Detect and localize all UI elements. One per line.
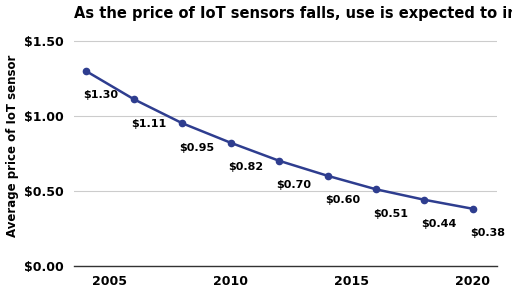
Text: $0.82: $0.82 <box>228 162 263 172</box>
Text: $0.60: $0.60 <box>325 195 360 205</box>
Text: $1.30: $1.30 <box>83 90 118 100</box>
Text: $0.38: $0.38 <box>470 228 505 238</box>
Text: $0.95: $0.95 <box>180 143 215 153</box>
Text: $0.51: $0.51 <box>373 209 408 219</box>
Text: $0.44: $0.44 <box>421 219 457 229</box>
Text: As the price of IoT sensors falls, use is expected to increase: As the price of IoT sensors falls, use i… <box>74 6 512 21</box>
Text: $1.11: $1.11 <box>131 119 166 129</box>
Y-axis label: Average price of IoT sensor: Average price of IoT sensor <box>6 55 18 237</box>
Text: $0.70: $0.70 <box>276 180 311 190</box>
